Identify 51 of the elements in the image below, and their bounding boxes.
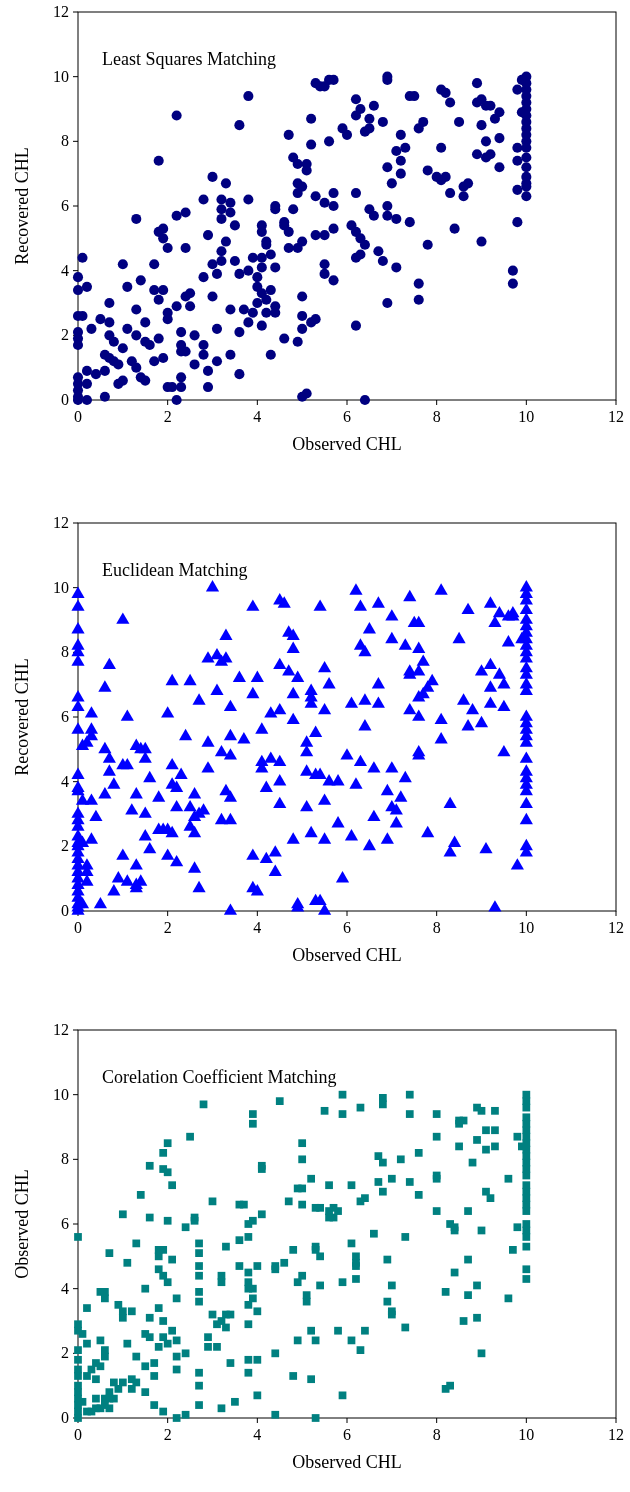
y-tick-label: 0 bbox=[61, 902, 69, 919]
y-tick-label: 6 bbox=[61, 1215, 69, 1232]
y-tick-label: 12 bbox=[53, 514, 69, 531]
x-tick-label: 12 bbox=[608, 1426, 624, 1443]
x-tick-label: 12 bbox=[608, 919, 624, 936]
x-tick-label: 10 bbox=[518, 1426, 535, 1443]
y-axis-title: Recovered CHL bbox=[12, 147, 32, 265]
y-tick-label: 8 bbox=[61, 643, 69, 661]
y-tick-label: 12 bbox=[53, 3, 69, 20]
y-tick-label: 8 bbox=[61, 132, 69, 150]
x-tick-label: 12 bbox=[608, 408, 624, 425]
text: Corelation Coefficient Matching bbox=[102, 1067, 337, 1087]
x-tick-label: 8 bbox=[432, 919, 441, 936]
x-tick-label: 4 bbox=[253, 1426, 262, 1443]
y-tick-label: 10 bbox=[53, 578, 69, 596]
x-tick-label: 10 bbox=[518, 919, 535, 936]
y-tick-label: 2 bbox=[61, 837, 69, 855]
x-tick-label: 8 bbox=[432, 1426, 441, 1443]
x-tick-label: 6 bbox=[343, 1426, 351, 1443]
x-tick-label: 2 bbox=[163, 919, 172, 936]
x-tick-label: 10 bbox=[518, 408, 535, 425]
x-tick-label: 0 bbox=[74, 919, 82, 936]
y-tick-label: 0 bbox=[61, 1409, 69, 1426]
y-tick-label: 8 bbox=[61, 1150, 69, 1168]
text: Least Squares Matching bbox=[102, 49, 276, 69]
y-tick-label: 2 bbox=[61, 1344, 69, 1362]
x-axis-title: Observed CHL bbox=[292, 945, 402, 965]
y-tick-label: 4 bbox=[61, 772, 69, 790]
y-tick-label: 10 bbox=[53, 67, 69, 85]
x-tick-label: 2 bbox=[163, 1426, 172, 1443]
y-axis-title: Recovered CHL bbox=[12, 658, 32, 776]
y-tick-label: 6 bbox=[61, 197, 69, 214]
x-tick-label: 2 bbox=[163, 408, 172, 425]
y-tick-label: 12 bbox=[53, 1021, 69, 1038]
text: Euclidean Matching bbox=[102, 560, 248, 580]
x-tick-label: 0 bbox=[74, 408, 82, 425]
y-tick-label: 4 bbox=[61, 1279, 69, 1297]
x-tick-label: 8 bbox=[432, 408, 441, 425]
y-tick-label: 10 bbox=[53, 1085, 69, 1103]
x-axis-title: Observed CHL bbox=[292, 434, 402, 454]
x-tick-label: 4 bbox=[253, 408, 262, 425]
x-tick-label: 0 bbox=[74, 1426, 82, 1443]
y-tick-label: 2 bbox=[61, 326, 69, 344]
y-axis-title: Observed CHL bbox=[12, 1169, 32, 1279]
x-tick-label: 4 bbox=[253, 919, 262, 936]
x-tick-label: 6 bbox=[343, 408, 351, 425]
y-tick-label: 0 bbox=[61, 391, 69, 408]
y-tick-label: 6 bbox=[61, 708, 69, 725]
x-axis-title: Observed CHL bbox=[292, 1452, 402, 1472]
y-tick-label: 4 bbox=[61, 261, 69, 279]
x-tick-label: 6 bbox=[343, 919, 351, 936]
